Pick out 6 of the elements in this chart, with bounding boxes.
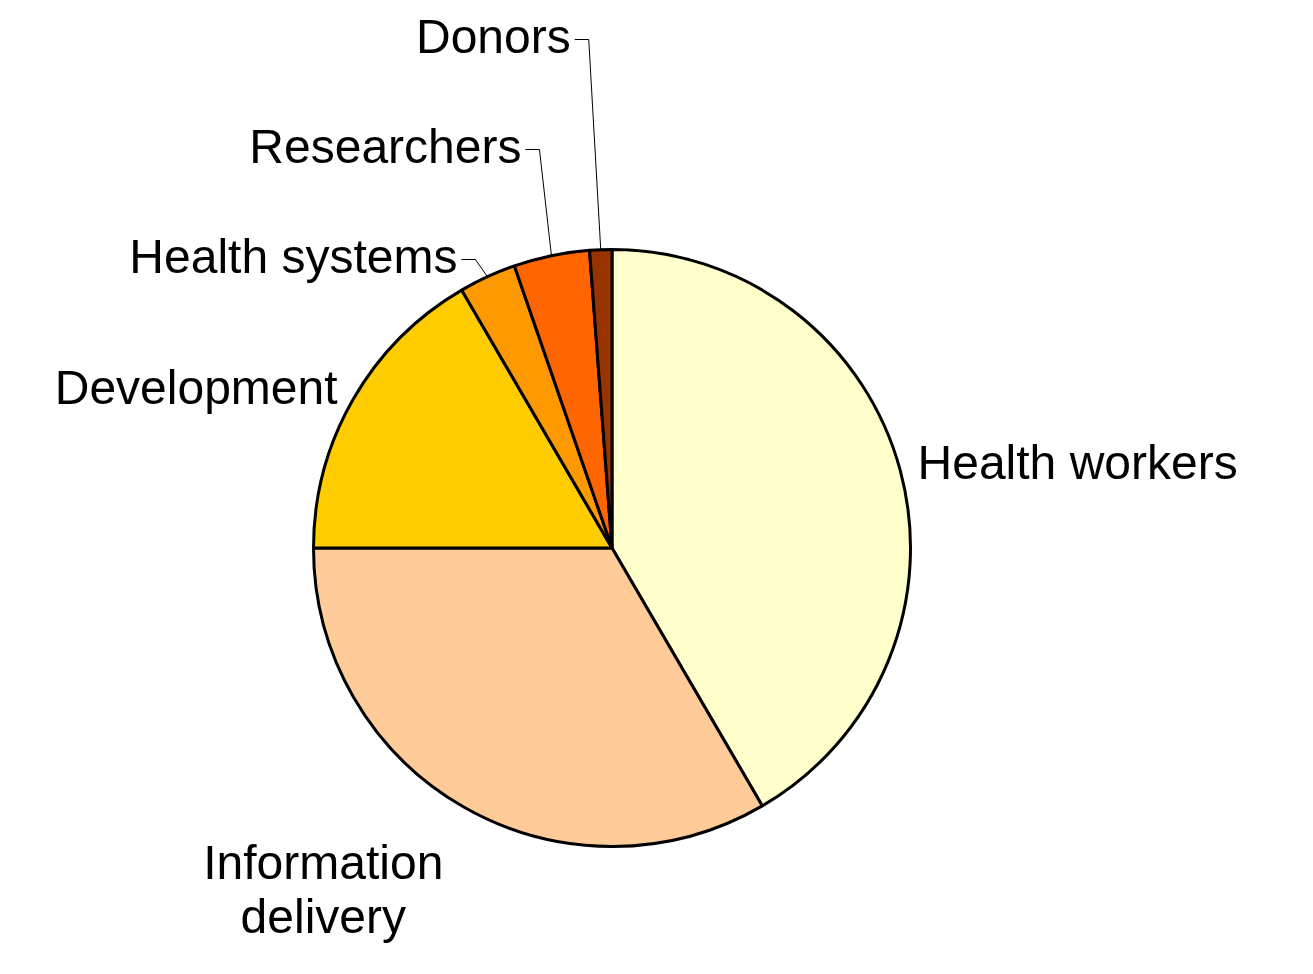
slice-label: Donors <box>416 9 571 63</box>
slice-label: Health systems <box>129 229 458 283</box>
slice-label: Information delivery <box>203 835 444 943</box>
slice-label: Health workers <box>917 435 1238 489</box>
slice-label: Researchers <box>249 119 522 173</box>
slice-label: Development <box>54 360 338 414</box>
